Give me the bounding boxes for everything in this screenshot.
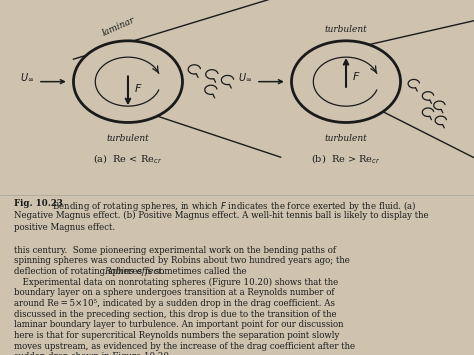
Text: $F$: $F$ [352,70,360,82]
Text: laminar: laminar [100,15,136,38]
Circle shape [73,41,182,122]
Text: Fig. 10.23: Fig. 10.23 [14,199,63,208]
Text: moves upstream, as evidenced by the increase of the drag coefficient after the: moves upstream, as evidenced by the incr… [14,342,356,350]
Text: sudden drop shown in Figure 10.20.: sudden drop shown in Figure 10.20. [14,352,172,355]
Text: Experimental data on nonrotating spheres (Figure 10.20) shows that the: Experimental data on nonrotating spheres… [14,278,338,287]
Text: discussed in the preceding section, this drop is due to the transition of the: discussed in the preceding section, this… [14,310,337,318]
Text: $U_\infty$: $U_\infty$ [20,71,34,83]
Text: Bending of rotating spheres, in which $F$ indicates the force exerted by the flu: Bending of rotating spheres, in which $F… [44,199,416,213]
Text: Negative Magnus effect. (b) Positive Magnus effect. A well-hit tennis ball is li: Negative Magnus effect. (b) Positive Mag… [14,211,429,220]
Text: turbulent: turbulent [325,26,367,34]
Text: positive Magnus effect.: positive Magnus effect. [14,223,115,232]
Text: (b)  Re > Re$_{cr}$: (b) Re > Re$_{cr}$ [311,153,381,166]
Text: (a)  Re < Re$_{cr}$: (a) Re < Re$_{cr}$ [93,153,163,166]
Text: turbulent: turbulent [107,134,149,143]
Text: deflection of rotating spheres is sometimes called the: deflection of rotating spheres is someti… [14,267,250,276]
Circle shape [292,41,401,122]
Text: Robins effect.: Robins effect. [104,267,164,276]
Text: laminar boundary layer to turbulence. An important point for our discussion: laminar boundary layer to turbulence. An… [14,320,344,329]
Text: $U_\infty$: $U_\infty$ [238,71,252,83]
Text: this century.  Some pioneering experimental work on the bending paths of: this century. Some pioneering experiment… [14,246,336,255]
Text: boundary layer on a sphere undergoes transition at a Reynolds number of: boundary layer on a sphere undergoes tra… [14,288,335,297]
Text: here is that for supercritical Reynolds numbers the separation point slowly: here is that for supercritical Reynolds … [14,331,339,340]
Text: spinning spheres was conducted by Robins about two hundred years ago; the: spinning spheres was conducted by Robins… [14,256,350,265]
Text: around Re = 5×10⁵, indicated by a sudden drop in the drag coefficient. As: around Re = 5×10⁵, indicated by a sudden… [14,299,335,308]
Text: turbulent: turbulent [325,134,367,143]
Text: $F$: $F$ [134,82,142,94]
